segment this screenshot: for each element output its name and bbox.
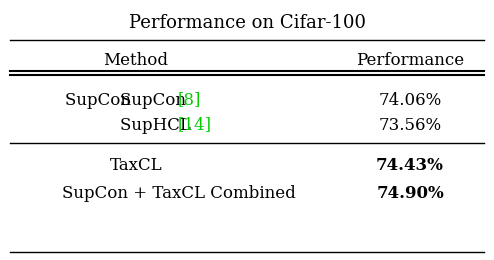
Text: 74.06%: 74.06% <box>378 92 442 108</box>
Text: Performance: Performance <box>356 51 464 68</box>
Text: 74.90%: 74.90% <box>376 185 444 202</box>
Text: Method: Method <box>103 51 168 68</box>
Text: 74.43%: 74.43% <box>376 157 444 173</box>
Text: SupHCL: SupHCL <box>120 116 196 133</box>
Text: TaxCL: TaxCL <box>110 157 162 173</box>
Text: SupCon: SupCon <box>120 92 191 108</box>
Text: SupCon: SupCon <box>65 92 136 108</box>
Text: 73.56%: 73.56% <box>378 116 442 133</box>
Text: SupCon + TaxCL Combined: SupCon + TaxCL Combined <box>62 185 295 202</box>
Text: [14]: [14] <box>177 116 211 133</box>
Text: [8]: [8] <box>177 92 201 108</box>
Text: Performance on Cifar-100: Performance on Cifar-100 <box>128 14 366 32</box>
Text: SupCon [8]: SupCon [8] <box>41 92 136 108</box>
